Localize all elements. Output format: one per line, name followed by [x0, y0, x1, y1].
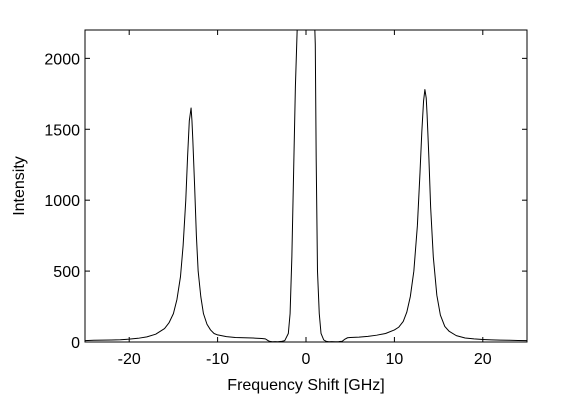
- series-line-0: [85, 30, 527, 342]
- y-tick-label: 0: [71, 335, 80, 352]
- x-tick-label: 0: [302, 351, 311, 368]
- x-tick-label: 20: [474, 351, 492, 368]
- series-layer: [85, 30, 527, 342]
- x-tick-label: -10: [206, 351, 229, 368]
- plot-area: [84, 29, 528, 343]
- x-tick-label: -20: [118, 351, 141, 368]
- x-tick-label: 10: [386, 351, 404, 368]
- y-tick-label: 2000: [44, 51, 80, 68]
- tick-layer: -20 -10 0 10 20 0 500 1000 1500 2000: [44, 30, 527, 368]
- y-tick-label: 1000: [44, 193, 80, 210]
- y-axis-label: Intensity: [11, 156, 28, 216]
- x-axis-label: Frequency Shift [GHz]: [227, 377, 384, 394]
- y-tick-label: 1500: [44, 122, 80, 139]
- y-tick-label: 500: [53, 264, 80, 281]
